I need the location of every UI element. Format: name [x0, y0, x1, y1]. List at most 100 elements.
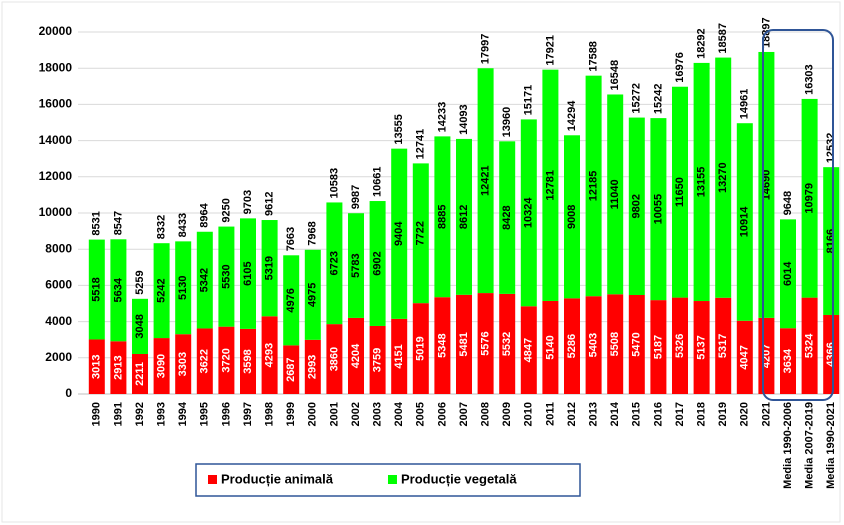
data-label: 10914: [739, 206, 751, 237]
bar-segment: [110, 239, 127, 342]
data-label: 5634: [112, 277, 124, 302]
bar-segment: [585, 296, 602, 394]
total-label: 18587: [717, 23, 729, 54]
bar-segment: [283, 345, 300, 394]
data-label: 3598: [242, 349, 254, 373]
x-tick-label: 2007: [458, 402, 470, 426]
bar-segment: [693, 301, 710, 394]
total-label: 12741: [415, 129, 427, 160]
data-label: 5137: [696, 335, 708, 359]
bar-segment: [801, 98, 818, 298]
data-label: 13155: [696, 167, 708, 198]
data-label: 3759: [372, 348, 384, 372]
legend-swatch: [387, 475, 397, 484]
total-label: 15272: [631, 83, 643, 114]
bar-segment: [304, 249, 321, 340]
x-tick-label: 2013: [588, 402, 600, 426]
data-label: 5326: [674, 334, 686, 358]
total-label: 8332: [156, 215, 168, 239]
legend-label: Producție vegetală: [401, 471, 517, 486]
total-label: 16976: [674, 52, 686, 83]
data-label: 5470: [631, 332, 643, 356]
bar-segment: [196, 328, 213, 394]
data-label: 8885: [436, 205, 448, 229]
bar-segment: [628, 117, 645, 295]
total-label: 9703: [242, 190, 254, 214]
data-label: 4976: [285, 288, 297, 312]
total-label: 14294: [566, 100, 578, 131]
data-label: 5286: [566, 334, 578, 358]
bar-segment: [542, 300, 559, 394]
total-label: 12532: [825, 133, 837, 164]
data-label: 5532: [501, 332, 513, 356]
bar-segment: [110, 341, 127, 394]
total-label: 13555: [393, 114, 405, 145]
data-label: 5319: [264, 256, 276, 280]
y-tick-label: 12000: [39, 169, 73, 183]
bar-segment: [650, 118, 667, 301]
bar-segment: [304, 339, 321, 394]
bar-segment: [693, 62, 710, 302]
x-tick-label: 2012: [566, 402, 578, 426]
data-label: 5317: [717, 334, 729, 358]
data-label: 3622: [199, 349, 211, 373]
bar-segment: [218, 326, 235, 394]
data-label: 4293: [264, 343, 276, 367]
bar-segment: [542, 69, 559, 301]
y-tick-label: 0: [65, 386, 72, 400]
x-tick-label: 2009: [501, 402, 513, 426]
data-label: 12781: [544, 170, 556, 201]
bar-segment: [780, 219, 796, 329]
x-tick-label: 2001: [328, 402, 340, 426]
bar-segment: [240, 218, 256, 329]
bar-segment: [434, 297, 451, 394]
data-label: 3720: [220, 348, 232, 372]
total-label: 9987: [350, 185, 362, 209]
x-tick-label: 1998: [264, 402, 276, 426]
data-label: 9802: [631, 194, 643, 218]
data-label: 4366: [825, 342, 837, 366]
x-tick-label: 2018: [696, 402, 708, 426]
bar-segment: [196, 231, 213, 329]
total-label: 10583: [328, 168, 340, 199]
data-label: 4204: [350, 343, 362, 368]
data-label: 8612: [458, 205, 470, 229]
x-tick-label: 2008: [480, 402, 492, 426]
data-label: 5130: [177, 276, 189, 300]
data-label: 6902: [372, 251, 384, 275]
bar-segment: [412, 303, 429, 394]
data-label: 5481: [458, 332, 470, 356]
highlight-box: [762, 29, 834, 401]
data-label: 5324: [804, 333, 816, 358]
bar-segment: [628, 294, 645, 394]
data-label: 5342: [199, 268, 211, 292]
total-label: 15171: [523, 85, 535, 116]
y-tick-label: 8000: [45, 241, 72, 255]
total-label: 16548: [609, 60, 621, 91]
total-label: 16303: [804, 64, 816, 95]
total-label: 14961: [739, 89, 751, 120]
bar-segment: [391, 318, 408, 394]
x-tick-label: Media 1990-2021: [825, 402, 837, 489]
total-label: 17588: [588, 41, 600, 72]
total-label: 9250: [220, 198, 232, 222]
total-label: 8433: [177, 213, 189, 237]
data-label: 10055: [652, 194, 664, 225]
bar-segment: [348, 213, 364, 318]
data-label: 5140: [544, 335, 556, 359]
bar-segment: [88, 339, 105, 394]
data-label: 9008: [566, 205, 578, 229]
bar-segment: [564, 298, 580, 394]
bar-segment: [153, 338, 170, 394]
bar-segment: [650, 300, 667, 394]
bar-segment: [456, 138, 472, 295]
y-tick-label: 16000: [39, 97, 73, 111]
bar-segment: [823, 167, 840, 315]
total-label: 17921: [544, 35, 556, 66]
data-label: 4047: [739, 345, 751, 369]
bar-segment: [261, 316, 278, 394]
y-tick-label: 18000: [39, 60, 73, 74]
bar-segment: [153, 243, 170, 339]
x-tick-label: 2020: [739, 402, 751, 426]
y-tick-label: 6000: [45, 278, 72, 292]
